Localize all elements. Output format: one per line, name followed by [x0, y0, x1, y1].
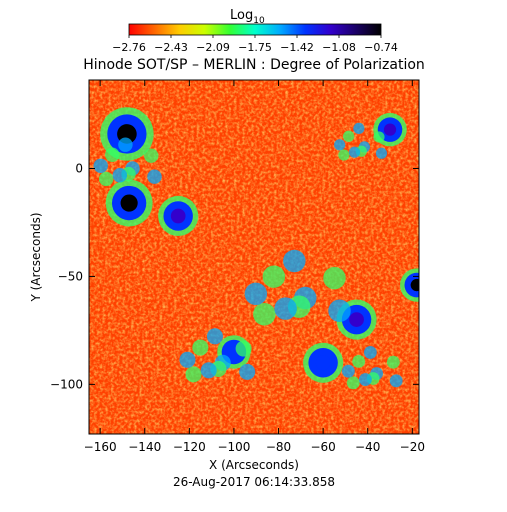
y-tick-label: −50	[58, 269, 83, 283]
x-tick-label: −100	[217, 440, 250, 454]
colorbar-ticks: −2.76 −2.43 −2.09 −1.75 −1.42 −1.08 −0.74	[112, 35, 398, 54]
network-patch	[98, 171, 114, 187]
blob-core	[315, 355, 331, 371]
colorbar-title-base: Log	[230, 8, 253, 23]
network-patch	[93, 158, 108, 174]
network-patch	[334, 139, 346, 151]
network-patch	[346, 376, 360, 390]
network-patch	[179, 351, 196, 368]
network-patch	[262, 265, 286, 288]
network-patch	[323, 266, 346, 290]
network-patch	[144, 148, 159, 163]
x-tick-label: −140	[128, 440, 161, 454]
network-patch	[375, 147, 388, 159]
spot-core	[410, 278, 419, 292]
network-patch	[348, 146, 361, 158]
network-patch	[341, 364, 355, 378]
magnetic-features	[93, 107, 419, 390]
network-patch	[105, 147, 120, 163]
blob-core	[383, 123, 397, 136]
x-tick-label: −80	[266, 440, 291, 454]
colorbar-title-sub: 10	[253, 16, 265, 26]
colorbar-tick-label: −0.74	[364, 41, 398, 54]
x-tick-label: −20	[400, 440, 425, 454]
colorbar-tick-label: −1.75	[238, 41, 272, 54]
network-patch	[353, 122, 365, 135]
plot-frame	[88, 79, 420, 435]
x-tick-label: −120	[173, 440, 206, 454]
network-patch	[253, 303, 276, 326]
colorbar-tick-label: −1.42	[280, 41, 314, 54]
y-axis-label: Y (Arcseconds)	[29, 212, 43, 302]
network-patch	[206, 328, 223, 345]
heatmap-area	[89, 80, 419, 434]
blob-core	[170, 208, 186, 224]
network-patch	[389, 374, 403, 388]
y-tick-label: 0	[75, 162, 83, 176]
colorbar-tick-label: −2.09	[196, 41, 230, 54]
colorbar-tick-label: −2.43	[154, 41, 188, 54]
colorbar-title: Log10	[230, 8, 265, 26]
network-patch	[338, 149, 350, 161]
network-patch	[147, 169, 162, 184]
x-axis-label: X (Arcseconds)	[209, 458, 299, 472]
network-patch	[185, 366, 202, 383]
network-patch	[112, 168, 128, 183]
network-patch	[328, 299, 351, 323]
y-axis-ticks: 0 −50 −100	[50, 162, 419, 391]
network-patch	[358, 373, 372, 387]
timestamp: 26-Aug-2017 06:14:33.858	[173, 475, 335, 489]
network-patch	[352, 354, 366, 368]
x-axis-ticks: −160 −140 −120 −100 −80 −60 −40 −20	[84, 80, 425, 454]
x-tick-label: −60	[310, 440, 335, 454]
colorbar-tick-label: −2.76	[112, 41, 146, 54]
colorbar	[128, 23, 382, 36]
network-patch	[244, 282, 268, 306]
blob-core	[349, 312, 364, 327]
network-patch	[239, 363, 256, 380]
network-patch	[283, 249, 306, 273]
network-patch	[343, 130, 355, 142]
x-tick-label: −40	[355, 440, 380, 454]
network-patch	[363, 345, 377, 359]
network-patch	[386, 355, 400, 369]
network-patch	[274, 297, 297, 320]
x-tick-label: −160	[84, 440, 117, 454]
colorbar-tick-label: −1.08	[322, 41, 356, 54]
network-patch	[118, 137, 133, 152]
spot-core	[120, 194, 138, 212]
network-patch	[373, 131, 385, 143]
network-patch	[235, 340, 252, 357]
network-patch	[200, 362, 217, 379]
network-patch	[192, 339, 209, 356]
chart-title: Hinode SOT/SP – MERLIN : Degree of Polar…	[83, 57, 425, 73]
y-tick-label: −100	[50, 377, 83, 391]
